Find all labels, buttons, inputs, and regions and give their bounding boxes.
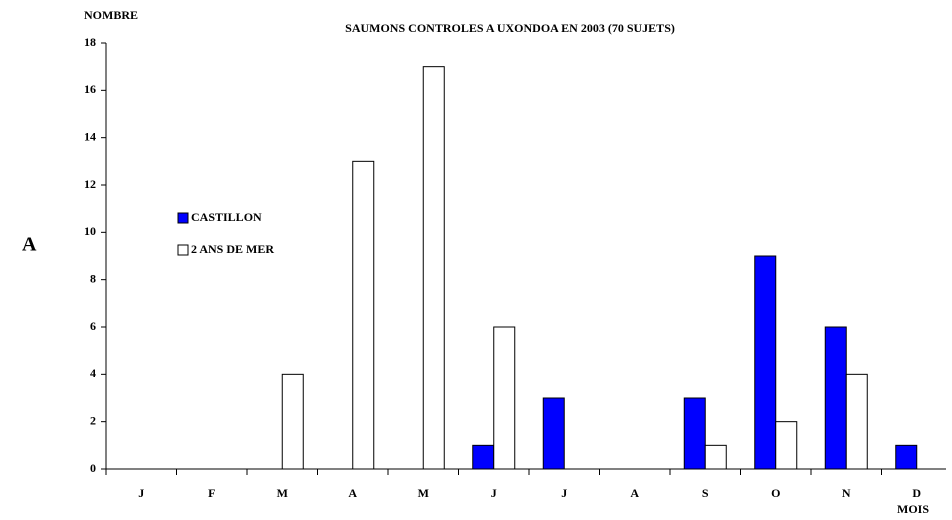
y-tick-label: 10: [84, 224, 96, 238]
bar: [754, 255, 777, 470]
legend-swatch: [177, 244, 189, 256]
y-tick-label: 18: [84, 35, 96, 49]
x-tick-label: D: [912, 486, 921, 500]
legend-label: CASTILLON: [191, 210, 262, 224]
x-tick-label: A: [630, 486, 639, 500]
bar: [704, 444, 727, 470]
bar: [775, 421, 798, 470]
bar: [542, 397, 565, 470]
x-tick-label: F: [208, 486, 215, 500]
y-tick-label: 12: [84, 177, 96, 191]
y-tick-label: 2: [90, 413, 96, 427]
y-tick-label: 16: [84, 82, 96, 96]
x-tick-label: J: [138, 486, 144, 500]
x-tick-label: N: [842, 486, 851, 500]
legend-label: 2 ANS DE MER: [191, 242, 274, 256]
bar: [422, 66, 445, 470]
bar: [895, 444, 918, 470]
legend-swatch: [177, 212, 189, 224]
annotation: A: [22, 234, 37, 256]
bar: [493, 326, 516, 470]
chart-title: SAUMONS CONTROLES A UXONDOA EN 2003 (70 …: [345, 21, 675, 35]
x-tick-label: J: [561, 486, 567, 500]
bar: [845, 373, 868, 470]
x-tick-label: S: [702, 486, 709, 500]
bar: [824, 326, 847, 470]
y-tick-label: 0: [90, 461, 96, 475]
bar: [683, 397, 706, 470]
x-tick-label: M: [277, 486, 288, 500]
y-axis-label: NOMBRE: [84, 8, 138, 22]
bar: [472, 444, 495, 470]
y-tick-label: 14: [84, 129, 96, 143]
x-tick-label: M: [418, 486, 429, 500]
x-axis-label: MOIS: [897, 502, 929, 516]
bar: [352, 160, 375, 470]
x-tick-label: O: [771, 486, 780, 500]
x-tick-label: J: [491, 486, 497, 500]
y-tick-label: 4: [90, 366, 96, 380]
x-tick-label: A: [348, 486, 357, 500]
y-tick-label: 6: [90, 319, 96, 333]
bar: [281, 373, 304, 470]
y-tick-label: 8: [90, 271, 96, 285]
